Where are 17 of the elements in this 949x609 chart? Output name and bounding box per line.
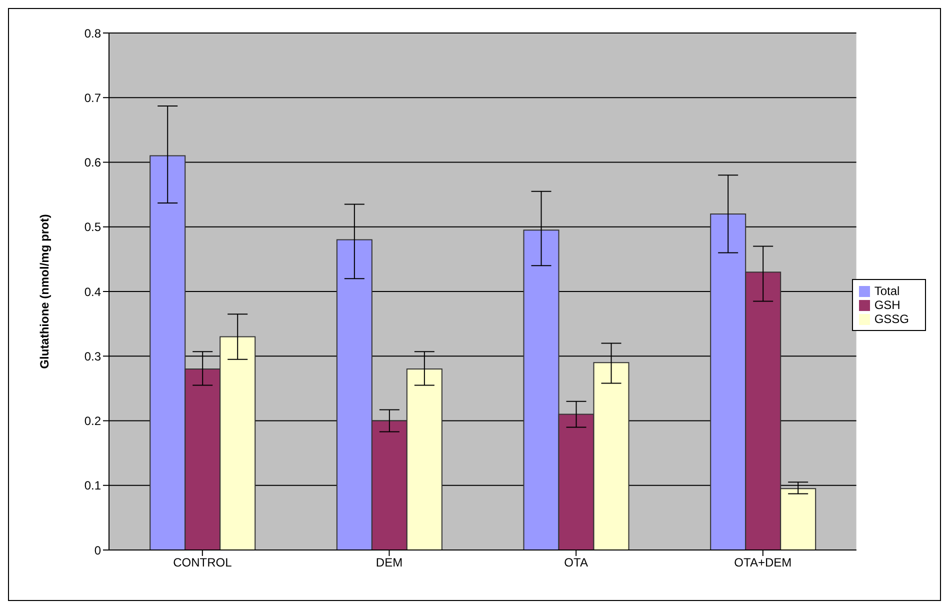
x-tick-label: OTA xyxy=(564,556,588,570)
y-axis-title: Glutathione (nmol/mg prot) xyxy=(37,214,52,369)
y-tick-label: 0.4 xyxy=(84,284,102,299)
y-tick-label: 0.2 xyxy=(84,414,102,428)
legend-label: GSSG xyxy=(874,312,909,326)
legend-label: Total xyxy=(874,284,900,298)
y-tick-label: 0.8 xyxy=(84,26,102,40)
y-tick-label: 0.3 xyxy=(84,349,102,364)
y-tick-label: 0.7 xyxy=(84,90,102,105)
y-tick-label: 0.6 xyxy=(84,156,102,170)
x-tick-label: CONTROL xyxy=(173,556,232,570)
y-tick-label: 0.5 xyxy=(84,220,102,234)
y-tick-label: 0 xyxy=(94,543,102,558)
y-tick-label: 0.1 xyxy=(84,478,102,493)
legend-label: GSH xyxy=(874,298,900,312)
x-tick-label: DEM xyxy=(376,556,403,570)
x-tick-label: OTA+DEM xyxy=(734,556,792,570)
